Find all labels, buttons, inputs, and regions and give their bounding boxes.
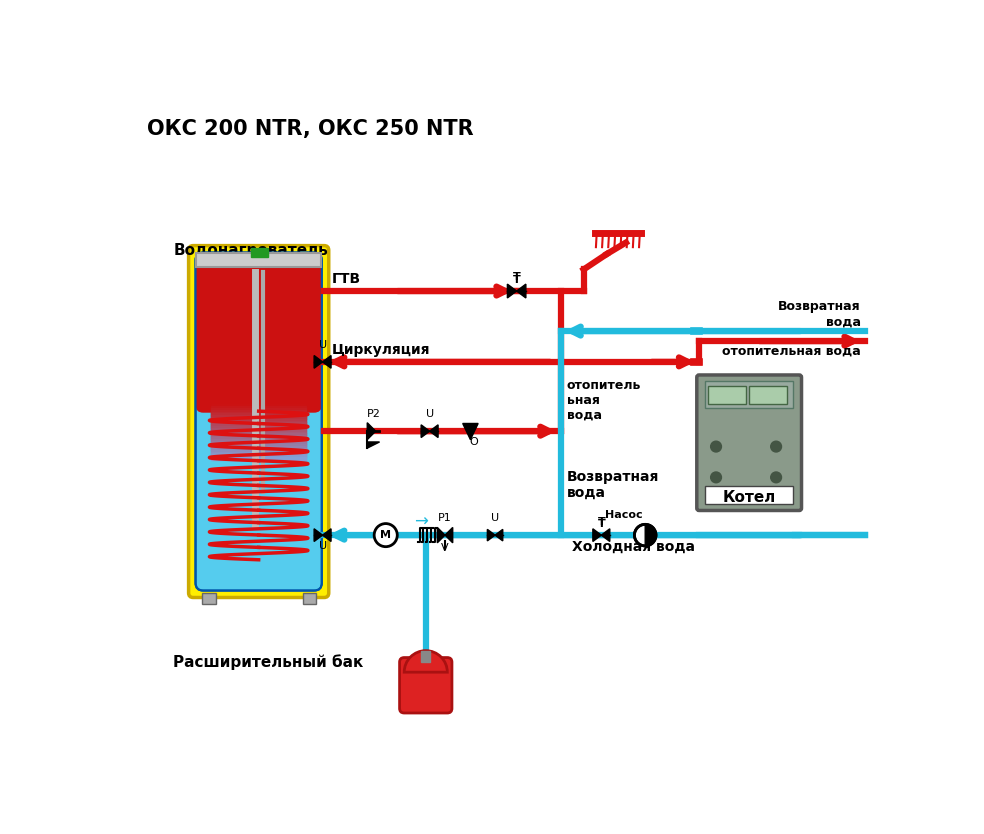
- Bar: [211, 445, 306, 448]
- Circle shape: [770, 441, 781, 452]
- Bar: [211, 443, 306, 446]
- Bar: [706, 486, 793, 505]
- Bar: [211, 434, 306, 437]
- Circle shape: [374, 524, 398, 546]
- Bar: [211, 431, 306, 435]
- Bar: [211, 451, 306, 455]
- Polygon shape: [421, 425, 430, 438]
- Text: P1: P1: [438, 513, 452, 523]
- FancyBboxPatch shape: [196, 253, 322, 590]
- Text: P2: P2: [366, 409, 381, 420]
- Polygon shape: [462, 424, 478, 440]
- FancyBboxPatch shape: [189, 245, 329, 597]
- Polygon shape: [323, 529, 331, 541]
- Polygon shape: [601, 529, 610, 541]
- Bar: [211, 423, 306, 426]
- Text: Возвратная
вода: Возвратная вода: [778, 300, 861, 328]
- Wedge shape: [404, 651, 448, 672]
- Bar: [211, 457, 306, 460]
- Bar: [211, 406, 306, 409]
- Polygon shape: [367, 442, 380, 448]
- Text: V: V: [441, 543, 449, 553]
- Text: Циркуляция: Циркуляция: [332, 344, 430, 357]
- Bar: [211, 435, 306, 439]
- Bar: [211, 409, 306, 413]
- Circle shape: [710, 472, 721, 483]
- Polygon shape: [323, 355, 331, 369]
- Polygon shape: [437, 527, 445, 543]
- Polygon shape: [517, 284, 525, 298]
- Bar: [211, 419, 306, 422]
- Bar: [211, 430, 306, 433]
- Polygon shape: [487, 530, 495, 541]
- Bar: [203, 593, 216, 604]
- Text: T: T: [597, 517, 605, 527]
- Bar: [211, 437, 306, 440]
- Bar: [211, 411, 306, 414]
- Text: T: T: [597, 520, 605, 530]
- Bar: [421, 651, 430, 662]
- Bar: [211, 414, 306, 417]
- Polygon shape: [314, 529, 323, 541]
- Text: O: O: [469, 437, 478, 447]
- Text: ГТВ: ГТВ: [332, 272, 361, 286]
- Bar: [211, 454, 306, 457]
- Polygon shape: [367, 423, 376, 440]
- Bar: [211, 425, 306, 428]
- Text: U: U: [319, 340, 327, 350]
- Bar: [211, 417, 306, 420]
- Text: U: U: [319, 541, 327, 551]
- Bar: [211, 448, 306, 451]
- FancyBboxPatch shape: [400, 657, 452, 713]
- Bar: [749, 386, 787, 404]
- Text: Расширительный бак: Расширительный бак: [173, 655, 363, 671]
- Text: M: M: [380, 530, 392, 540]
- Bar: [211, 415, 306, 419]
- Polygon shape: [430, 425, 438, 438]
- Bar: [211, 408, 306, 411]
- Text: →: →: [414, 513, 428, 531]
- Circle shape: [770, 472, 781, 483]
- Bar: [211, 450, 306, 453]
- FancyBboxPatch shape: [697, 375, 802, 510]
- Circle shape: [635, 525, 656, 546]
- FancyBboxPatch shape: [196, 253, 322, 413]
- Wedge shape: [646, 525, 656, 546]
- Polygon shape: [495, 530, 503, 541]
- Text: T: T: [513, 272, 521, 282]
- Bar: [196, 254, 321, 267]
- Bar: [211, 428, 306, 431]
- Text: Водонагреватель: Водонагреватель: [173, 243, 328, 258]
- Polygon shape: [314, 355, 323, 369]
- Bar: [706, 381, 793, 408]
- Bar: [211, 455, 306, 459]
- Bar: [302, 593, 317, 604]
- Text: Насос: Насос: [605, 510, 643, 520]
- Bar: [211, 439, 306, 442]
- Text: ОКС 200 NTR, ОКС 250 NTR: ОКС 200 NTR, ОКС 250 NTR: [147, 119, 473, 139]
- Bar: [211, 446, 306, 450]
- Polygon shape: [445, 527, 453, 543]
- Bar: [211, 440, 306, 444]
- Text: U: U: [425, 409, 434, 420]
- Text: Котел: Котел: [722, 490, 775, 505]
- Circle shape: [710, 441, 721, 452]
- Text: отопитель
ьная
вода: отопитель ьная вода: [567, 379, 641, 422]
- Bar: [251, 248, 268, 257]
- Text: Возвратная
вода: Возвратная вода: [567, 470, 659, 500]
- Text: T: T: [513, 275, 521, 285]
- Bar: [211, 420, 306, 424]
- Bar: [708, 386, 746, 404]
- Bar: [211, 426, 306, 430]
- Text: Холодная вода: Холодная вода: [572, 540, 695, 554]
- Bar: [211, 404, 306, 408]
- Text: отопительная вода: отопительная вода: [722, 344, 861, 358]
- Polygon shape: [508, 284, 517, 298]
- Polygon shape: [592, 529, 601, 541]
- Text: U: U: [491, 513, 499, 523]
